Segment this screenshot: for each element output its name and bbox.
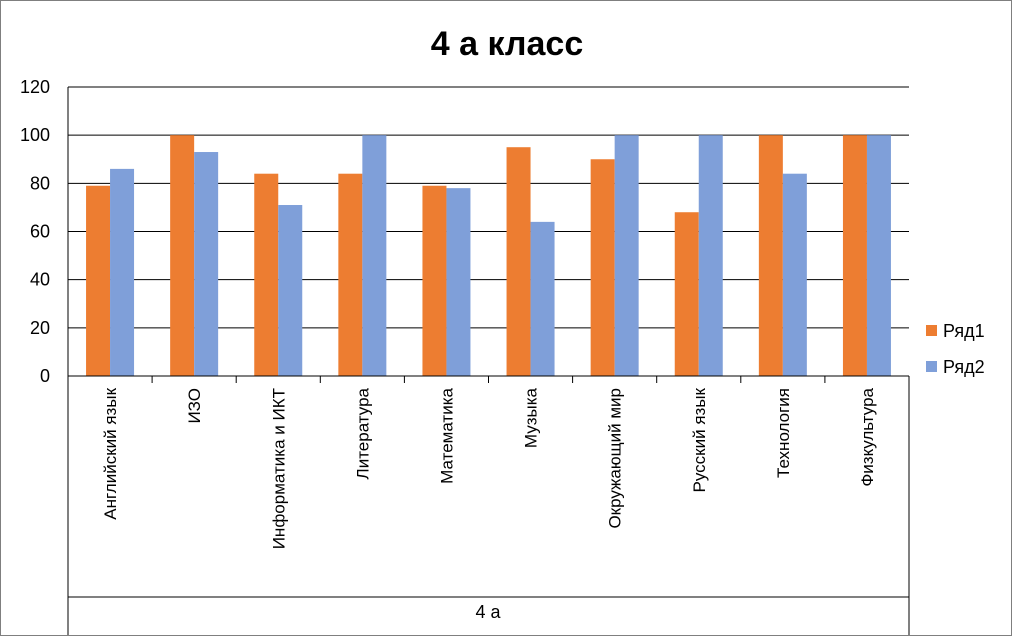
category-label: Физкультура (858, 387, 877, 486)
bar (506, 147, 531, 376)
bar (614, 135, 639, 376)
category-label: Литература (353, 387, 372, 479)
group-label: 4 а (475, 602, 501, 622)
bar (590, 159, 615, 376)
y-tick-label: 0 (40, 366, 50, 386)
legend-label: Ряд1 (943, 321, 985, 341)
y-tick-label: 100 (20, 125, 50, 145)
category-label: ИЗО (185, 388, 204, 424)
category-label: Технология (774, 388, 793, 478)
category-label: Математика (437, 387, 456, 483)
bar (278, 205, 303, 376)
bar (338, 173, 363, 376)
y-tick-label: 40 (30, 270, 50, 290)
bar (194, 152, 219, 376)
bar (422, 185, 447, 376)
y-tick-label: 80 (30, 173, 50, 193)
bar (86, 185, 111, 376)
category-labels: Английский язык ИЗО Информатика и ИКТ Литер… (101, 387, 877, 549)
category-label: Окружающий мир (606, 388, 625, 529)
legend-swatch (926, 325, 937, 336)
bar (674, 212, 699, 376)
bar (866, 135, 891, 376)
y-tick-label: 20 (30, 318, 50, 338)
category-label: Русский язык (690, 387, 709, 492)
y-tick-label: 60 (30, 222, 50, 242)
bar (170, 135, 195, 376)
category-label: Музыка (522, 387, 541, 448)
bar (842, 135, 867, 376)
bar (782, 173, 807, 376)
category-label: Английский язык (101, 387, 120, 519)
bar (446, 188, 471, 376)
y-tick-label: 120 (20, 77, 50, 97)
legend-label: Ряд2 (943, 357, 985, 377)
chart-title: 4 а класс (431, 25, 583, 63)
bar (362, 135, 387, 376)
bar (530, 221, 555, 376)
legend-swatch (926, 361, 937, 372)
bars (86, 135, 891, 376)
bar (110, 168, 135, 376)
y-tick-labels: 0 20 40 60 80 100 120 (20, 77, 50, 386)
axes (67, 87, 910, 635)
bar (254, 173, 279, 376)
bar (698, 135, 723, 376)
category-label: Информатика и ИКТ (269, 388, 288, 549)
bar (758, 135, 783, 376)
legend: Ряд1 Ряд2 (926, 321, 985, 377)
